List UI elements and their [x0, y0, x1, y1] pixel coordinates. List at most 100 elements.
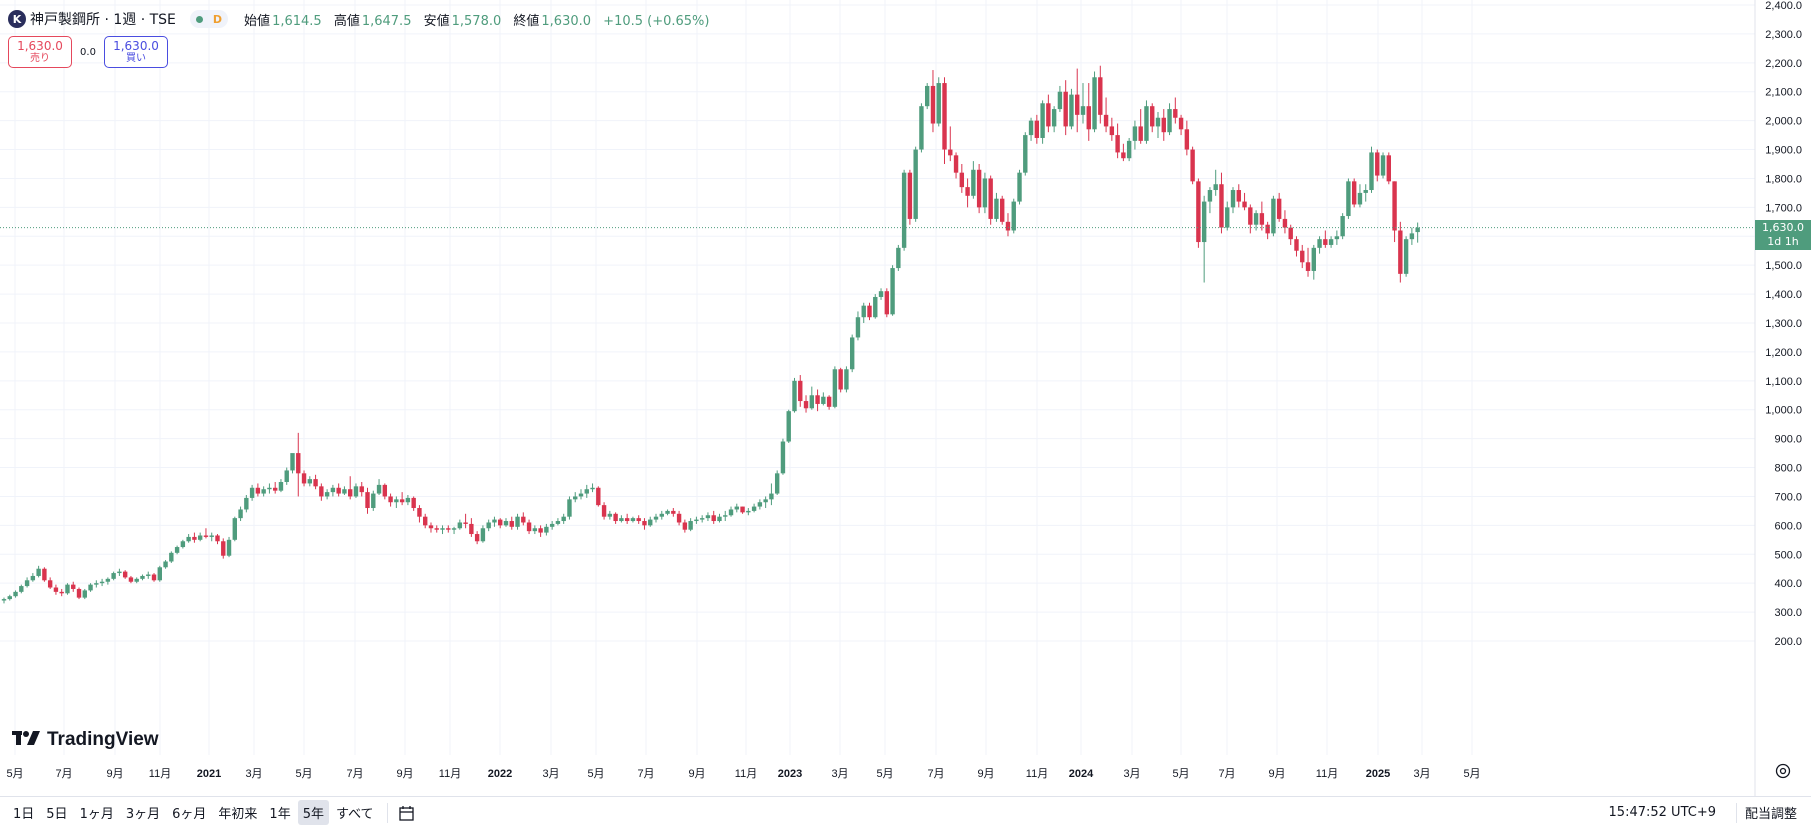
candle-body — [786, 411, 791, 442]
chart-settings-gear-icon[interactable] — [1774, 762, 1792, 780]
symbol-logo[interactable]: K — [8, 10, 26, 28]
low-value: 1,578.0 — [451, 13, 502, 29]
candle-body — [1017, 172, 1022, 202]
candle — [844, 366, 849, 393]
candle-body — [463, 522, 468, 524]
symbol-title[interactable]: 神戸製鋼所 · 1週 · TSE — [30, 12, 176, 28]
candle-body — [1213, 184, 1218, 191]
candle — [740, 506, 745, 514]
candle-body — [1225, 207, 1230, 228]
candle-body — [492, 519, 497, 523]
timeframe-button[interactable]: 年初来 — [218, 807, 258, 822]
candle — [451, 526, 457, 535]
timeframe-button[interactable]: 5年 — [297, 800, 329, 825]
candle — [734, 503, 739, 513]
candle-body — [42, 568, 47, 581]
candle — [405, 495, 411, 506]
candle — [884, 288, 890, 318]
candle-body — [1259, 213, 1265, 225]
candle-body — [838, 369, 843, 390]
candle-body — [925, 85, 930, 107]
candle — [1340, 213, 1345, 240]
sell-button[interactable]: 1,630.0 売り — [8, 36, 72, 68]
candle-body — [613, 513, 618, 522]
candle-body — [192, 536, 197, 540]
candle — [336, 483, 341, 497]
timeframe-button[interactable]: 3ヶ月 — [125, 807, 161, 822]
candle — [7, 594, 12, 601]
candle — [272, 482, 278, 494]
candle — [42, 567, 47, 582]
candle-body — [826, 396, 832, 407]
candle — [1184, 120, 1190, 156]
price-chart[interactable]: 200.0 300.0 400.0 500.0 600.0 700.0 800.0 900.0… — [0, 0, 1811, 796]
go-to-date-calendar-icon[interactable] — [396, 802, 418, 824]
candle-body — [1161, 117, 1166, 133]
candle — [688, 518, 693, 532]
timeframe-button[interactable]: すべて — [335, 807, 374, 822]
tradingview-logo-icon — [12, 731, 40, 745]
candle-body — [157, 567, 162, 581]
candle — [792, 377, 797, 413]
candle — [215, 534, 220, 545]
candle-body — [76, 588, 82, 598]
candle — [699, 515, 705, 523]
x-tick-label: 5月 — [876, 768, 893, 780]
candle — [169, 551, 174, 563]
candle — [757, 499, 763, 510]
candle-body — [498, 519, 503, 526]
y-tick-label: 2,300.0 — [1765, 29, 1802, 41]
candle — [1346, 178, 1351, 219]
candle — [480, 525, 486, 543]
candle-body — [249, 487, 255, 498]
candle-body — [486, 522, 491, 529]
toolbar-divider — [386, 802, 388, 823]
market-status-badge[interactable]: D — [189, 10, 229, 28]
buy-button[interactable]: 1,630.0 買い — [104, 36, 168, 68]
candle — [71, 581, 76, 592]
timeframe-button[interactable]: 1ヶ月 — [79, 807, 114, 822]
candle-body — [1150, 106, 1155, 127]
candle — [1375, 149, 1380, 182]
candle-body — [122, 571, 128, 578]
timeframe-button[interactable]: 5日 — [46, 807, 68, 822]
candle-body — [1328, 239, 1334, 245]
candle — [619, 515, 624, 523]
candle — [348, 476, 353, 500]
buy-price: 1,630.0 — [113, 39, 159, 53]
candle — [301, 470, 307, 487]
candle-body — [561, 516, 566, 522]
candle — [428, 522, 434, 533]
timeframe-button[interactable]: 1年 — [269, 807, 291, 822]
timeframe-button[interactable]: 6ヶ月 — [172, 807, 207, 822]
candle — [1173, 97, 1178, 124]
candle — [976, 164, 982, 214]
candle-body — [509, 521, 514, 527]
candle — [174, 545, 180, 555]
candle — [353, 483, 359, 498]
candle — [474, 531, 480, 545]
candle-body — [1380, 155, 1386, 176]
candle-body — [624, 518, 630, 522]
candle-body — [1323, 239, 1328, 245]
candle-body — [665, 510, 670, 514]
candle-body — [1092, 77, 1097, 130]
dividend-adjust-toggle[interactable]: 配当調整 — [1744, 807, 1797, 822]
y-tick-label: 1,400.0 — [1765, 289, 1802, 301]
candle — [1109, 117, 1115, 141]
candle-body — [480, 528, 486, 542]
y-tick-label: 600.0 — [1774, 520, 1802, 532]
candle-body — [376, 484, 382, 494]
clock-timezone[interactable]: 15:47:52 UTC+9 — [1608, 805, 1716, 820]
candle-body — [19, 586, 24, 592]
candle-body — [723, 515, 728, 517]
candle-body — [1075, 94, 1080, 115]
candle — [440, 525, 445, 535]
timeframe-button[interactable]: 1日 — [13, 807, 35, 822]
x-tick-label: 9月 — [396, 768, 413, 780]
candle — [786, 409, 791, 443]
candle-body — [1144, 106, 1149, 141]
y-tick-label: 1,500.0 — [1765, 260, 1802, 272]
buy-label: 買い — [126, 53, 146, 64]
candle — [249, 484, 255, 501]
